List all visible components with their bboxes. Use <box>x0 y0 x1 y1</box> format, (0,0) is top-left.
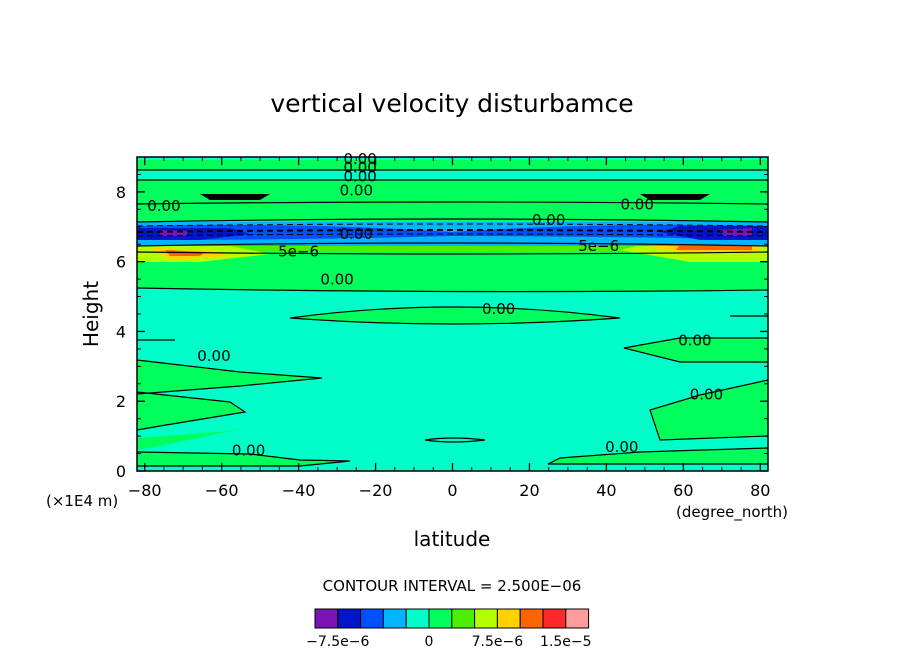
contour-labels: 0.000.000.000.005e−60.000.000.000.000.00… <box>147 150 723 459</box>
contour-band-low-left-2 <box>137 428 245 450</box>
colorbar-swatch <box>360 608 384 629</box>
y-tick-label: 4 <box>116 322 126 341</box>
contour-label: 0.00 <box>147 197 180 215</box>
contour-band-center-lens <box>290 307 620 324</box>
contour-label: 0.00 <box>678 331 711 349</box>
contour-label: 0.00 <box>532 211 565 229</box>
contour-label: 0.00 <box>482 300 515 318</box>
chart-title: vertical velocity disturbamce <box>270 89 633 118</box>
contour-line <box>137 359 323 395</box>
contour-band-surface-left <box>137 452 350 466</box>
contour-line <box>137 242 768 247</box>
colorbar-swatch <box>405 608 430 629</box>
colorbar-swatch <box>496 608 521 629</box>
x-tick-label: 0 <box>447 481 457 500</box>
colorbar-swatch <box>382 608 407 629</box>
colorbar-swatch <box>314 608 339 629</box>
contour-line <box>547 447 768 465</box>
y-tick-label: 6 <box>116 253 126 272</box>
contour-label: 0.00 <box>620 195 653 213</box>
colorbar-swatch <box>428 608 453 629</box>
contour-label: 0.00 <box>343 159 376 177</box>
colorbar-label: −7.5e−6 <box>306 634 369 650</box>
contour-label: 0.00 <box>197 347 230 365</box>
colorbar-label: 1.5e−5 <box>540 634 592 650</box>
colorbar-label: 0 <box>425 634 434 650</box>
contour-band-low-right <box>650 380 768 440</box>
x-tick-label: 80 <box>750 481 770 500</box>
x-tick-label: 20 <box>519 481 539 500</box>
colorbar-swatch <box>337 608 362 629</box>
contour-line <box>137 451 351 467</box>
y-tick-labels: 0 2 4 6 8 <box>116 183 126 481</box>
contour-label: 0.00 <box>343 150 376 168</box>
contour-band-top-2 <box>137 180 768 204</box>
contour-line <box>137 218 768 223</box>
colorbar-swatch <box>474 608 498 629</box>
x-tick-label: −60 <box>205 481 239 500</box>
contour-line <box>137 223 768 227</box>
contour-line <box>649 379 768 441</box>
contour-label: 0.00 <box>605 438 638 456</box>
contour-line <box>424 437 486 443</box>
y-tick-label: 0 <box>116 462 126 481</box>
contour-band-light-blue <box>137 224 768 240</box>
contour-line <box>623 337 768 363</box>
contour-band-surface-right <box>548 448 768 464</box>
contour-interval-label: CONTOUR INTERVAL = 2.500E−06 <box>323 577 582 595</box>
colorbar <box>314 608 590 629</box>
contour-label: 0.00 <box>340 225 373 243</box>
colorbar-swatch <box>519 608 544 629</box>
x-axis-units: (degree_north) <box>676 503 788 522</box>
contour-band-mid-right <box>624 338 768 362</box>
contour-line <box>137 201 768 205</box>
contour-line <box>137 251 768 255</box>
y-tick-label: 8 <box>116 183 126 202</box>
contour-line <box>137 233 768 237</box>
contour-line <box>289 306 621 325</box>
x-tick-label: −40 <box>282 481 316 500</box>
contour-band-top-dark-left <box>200 194 270 200</box>
contour-label: 5e−6 <box>278 242 319 260</box>
contour-label: 0.00 <box>232 441 265 459</box>
contour-label: 0.00 <box>343 167 376 185</box>
colorbar-swatch <box>542 608 567 629</box>
colorbar-labels: −7.5e−6 0 7.5e−6 1.5e−5 <box>306 634 591 650</box>
x-tick-label: 60 <box>673 481 693 500</box>
y-axis-units: (×1E4 m) <box>46 492 118 510</box>
x-tick-labels: −80 −60 −40 −20 0 20 40 60 80 <box>128 481 771 500</box>
contour-label: 0.00 <box>320 270 353 288</box>
contour-label: 0.00 <box>690 385 723 403</box>
contour-band-top-1 <box>137 204 768 222</box>
x-tick-label: 40 <box>596 481 616 500</box>
contour-band-mid-left <box>137 360 322 394</box>
x-tick-label: −20 <box>359 481 393 500</box>
contour-band-purple-right <box>720 228 752 236</box>
colorbar-label: 7.5e−6 <box>472 634 524 650</box>
colorbar-swatch <box>451 608 476 629</box>
contour-band-top-dark-right <box>640 194 710 200</box>
contour-field <box>137 157 768 471</box>
contour-label: 0.00 <box>340 181 373 199</box>
y-tick-label: 2 <box>116 392 126 411</box>
contour-band-purple-left <box>160 230 190 236</box>
contour-line <box>137 229 768 233</box>
colorbar-swatch <box>565 608 590 629</box>
x-axis-label: latitude <box>414 527 491 551</box>
contour-line <box>137 391 247 431</box>
contour-label: 5e−6 <box>578 237 619 255</box>
contour-band-low-left <box>137 392 245 430</box>
contour-lines <box>137 169 768 467</box>
axis-ticks <box>137 157 768 472</box>
contour-band-upper <box>137 250 768 292</box>
contour-line <box>137 287 768 293</box>
y-axis-label: Height <box>79 281 103 347</box>
x-tick-label: −80 <box>128 481 162 500</box>
